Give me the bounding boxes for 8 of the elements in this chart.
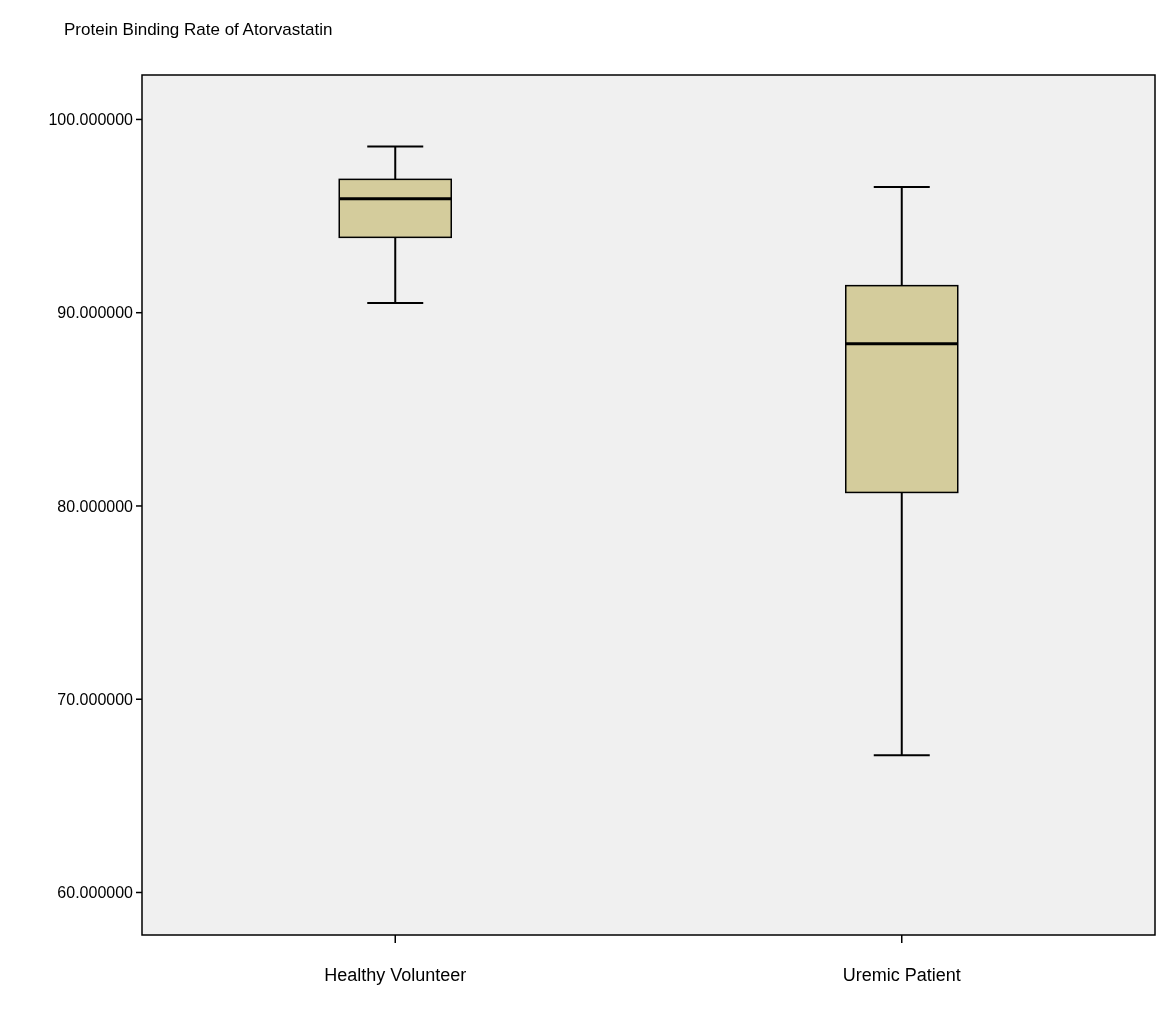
x-tick-label: Uremic Patient [842,965,961,985]
y-tick-label: 90.000000 [57,304,134,322]
y-tick-label: 70.000000 [57,690,134,708]
y-tick-label: 60.000000 [57,884,134,902]
chart-title: Protein Binding Rate of Atorvastatin [64,20,333,39]
y-tick-label: 80.000000 [57,497,134,515]
y-tick-label: 100.000000 [48,111,134,129]
x-tick-label: Healthy Volunteer [324,965,467,985]
